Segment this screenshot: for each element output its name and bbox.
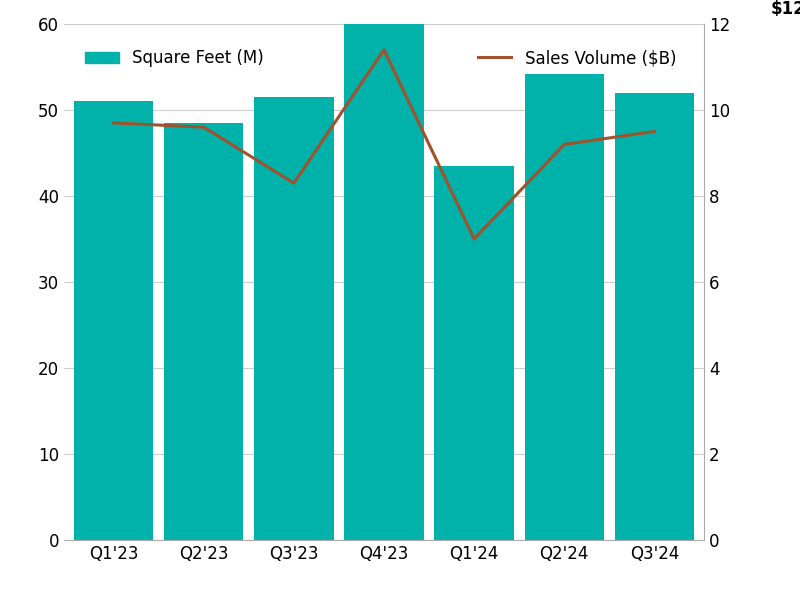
- Bar: [74, 101, 154, 540]
- Text: $12: $12: [770, 1, 800, 19]
- Legend: Square Feet (M): Square Feet (M): [78, 43, 270, 74]
- Bar: [254, 97, 334, 540]
- Bar: [614, 93, 694, 540]
- Bar: [434, 166, 514, 540]
- Legend: Sales Volume ($B): Sales Volume ($B): [471, 43, 683, 74]
- Bar: [525, 63, 604, 540]
- Bar: [164, 123, 243, 540]
- Bar: [344, 24, 424, 540]
